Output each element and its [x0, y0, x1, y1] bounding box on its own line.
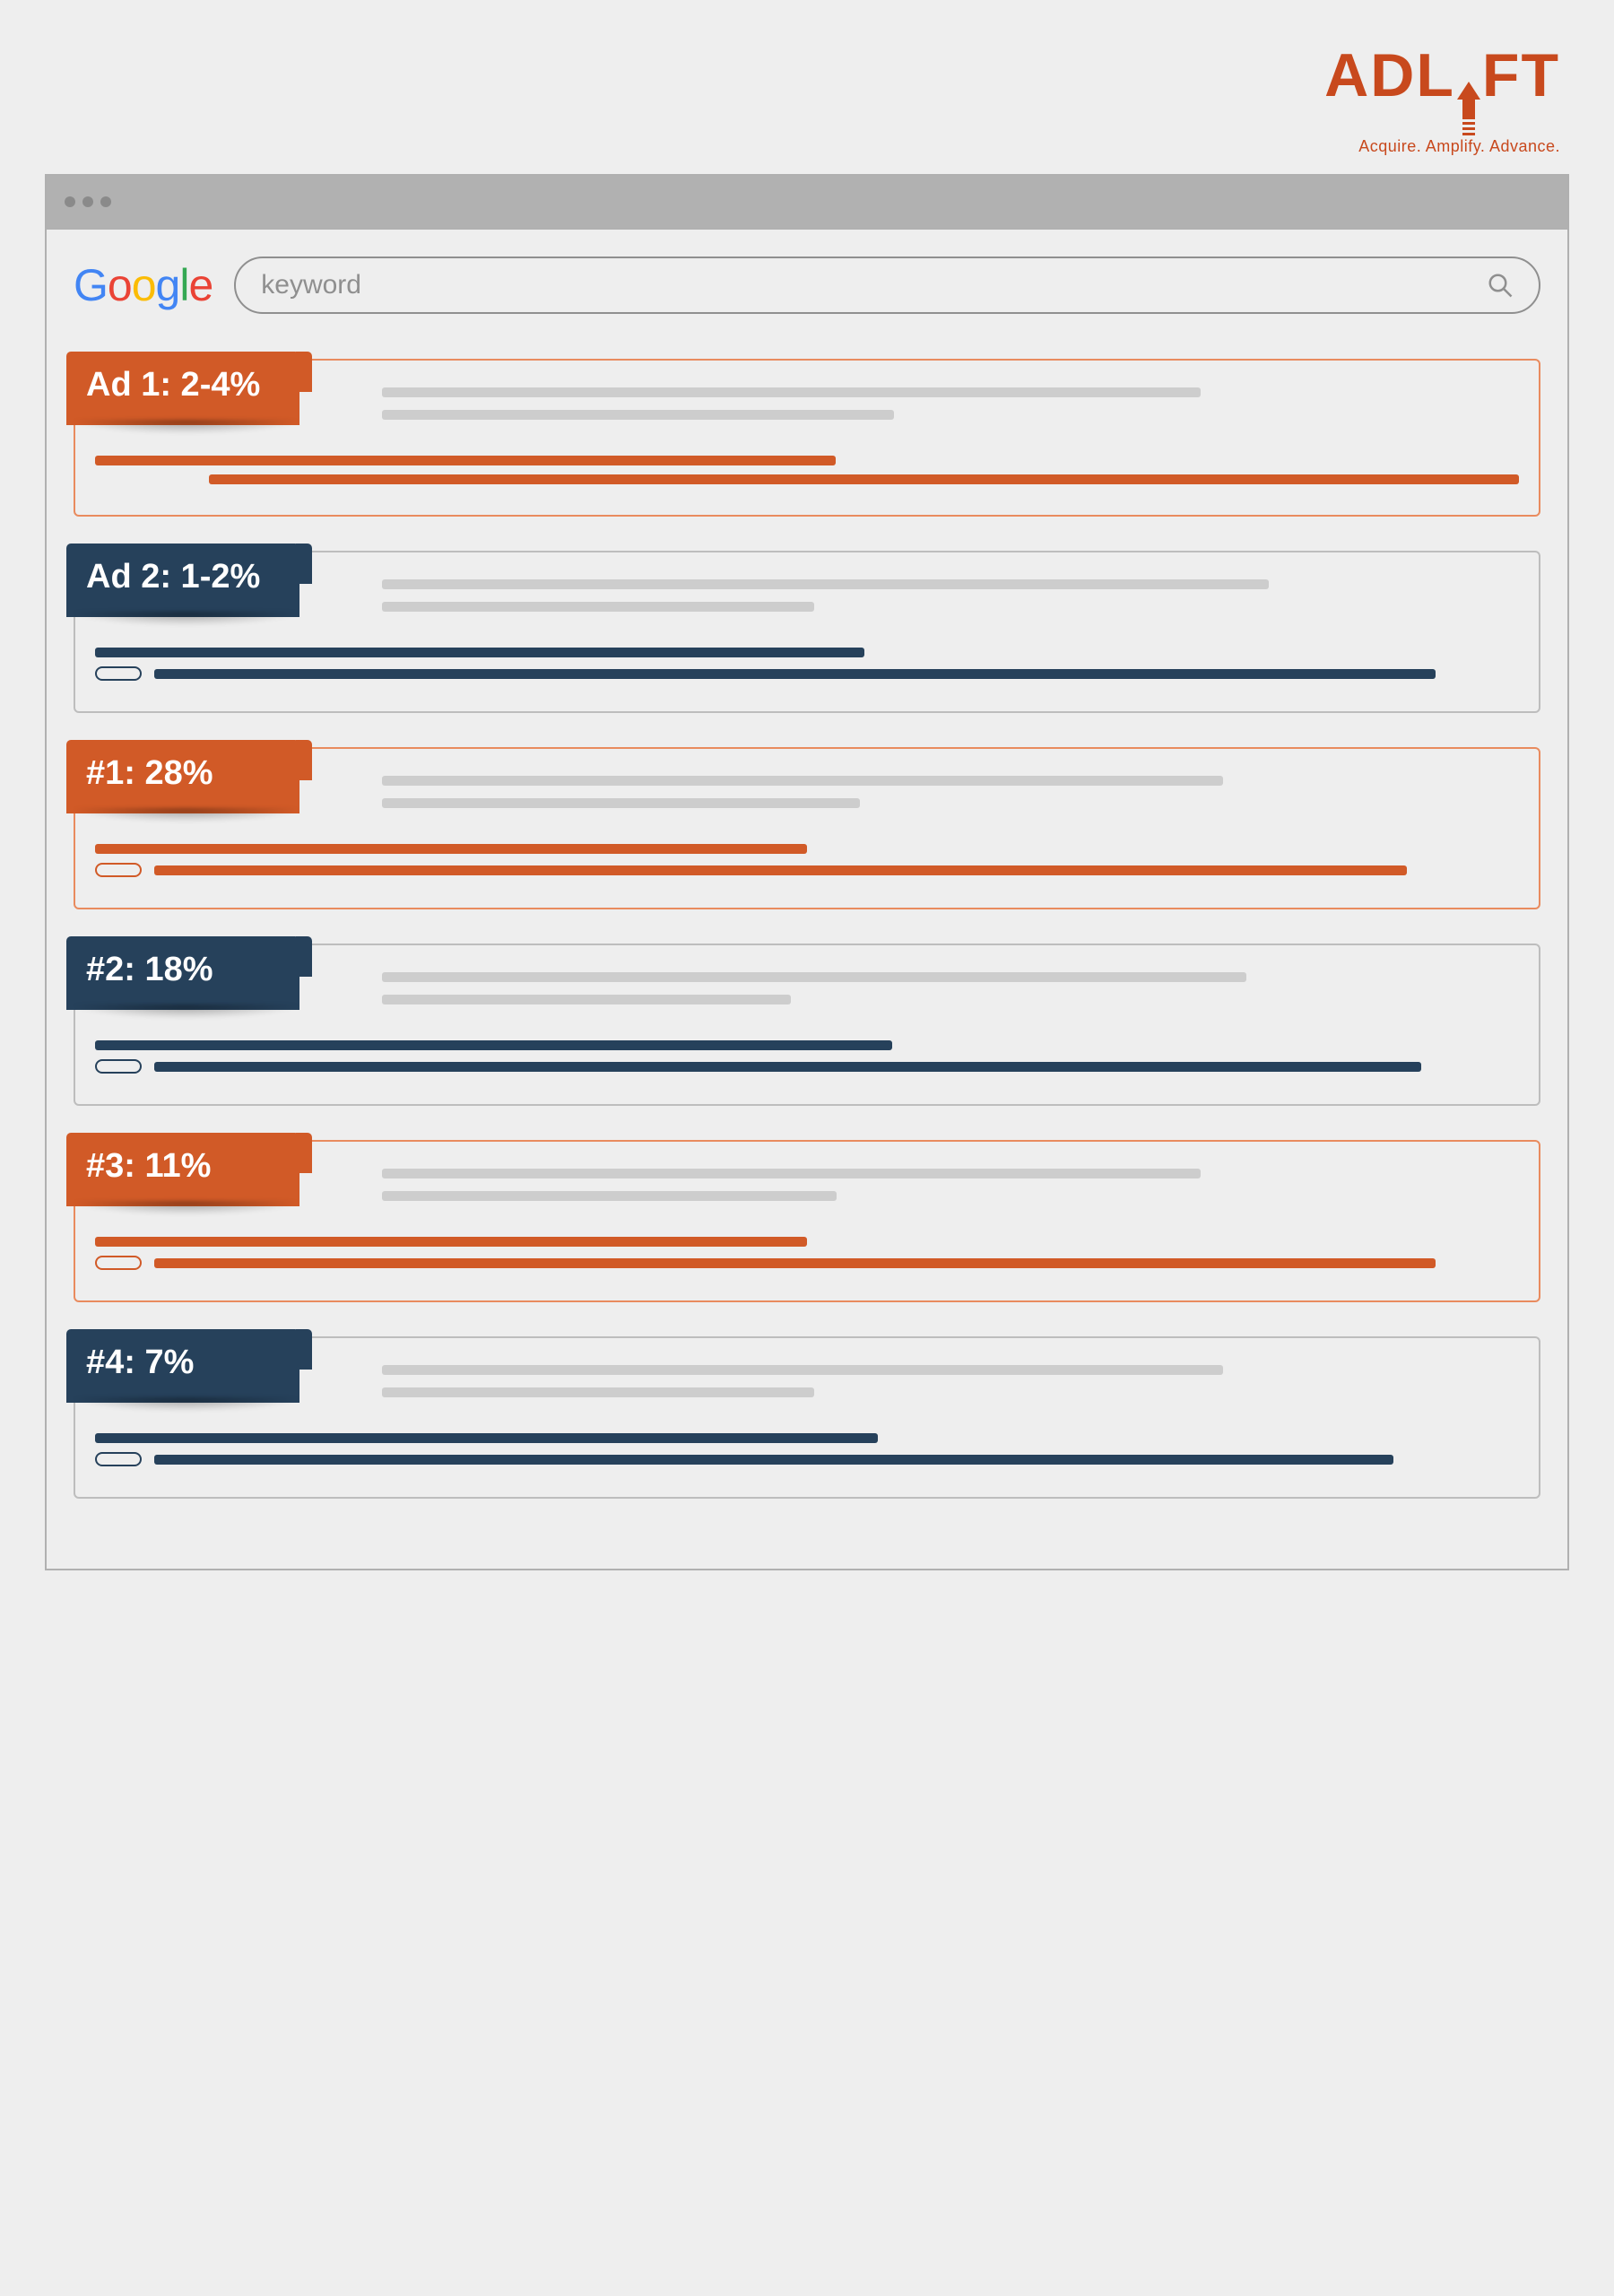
ctr-tag: #3: 11%: [66, 1133, 299, 1206]
ctr-tag: Ad 1: 2-4%: [66, 352, 299, 425]
text-stub: [382, 798, 860, 808]
result-bar: [154, 669, 1436, 679]
result-bars: [95, 1433, 1519, 1466]
tag-flap-icon: [296, 1329, 312, 1370]
google-letter: o: [132, 263, 156, 308]
serp-result: #1: 28%: [74, 747, 1540, 909]
google-letter: o: [108, 263, 132, 308]
serp-result: #2: 18%: [74, 944, 1540, 1106]
serp-result: #4: 7%: [74, 1336, 1540, 1499]
result-bar: [154, 1455, 1393, 1465]
results-list: Ad 1: 2-4% Ad 2: 1-2% #1: 28% #2: 18% #3: 11…: [74, 359, 1540, 1499]
brand-logo: ADL FT Acquire. Amplify. Advance.: [45, 45, 1569, 156]
result-snippet-stubs: [382, 1158, 1519, 1201]
result-bar: [95, 1040, 892, 1050]
result-bar: [95, 1237, 807, 1247]
browser-body: Google keyword Ad 1: 2-4% Ad 2: 1-2% #1: 2…: [47, 230, 1567, 1569]
bar-row: [95, 1059, 1519, 1074]
brand-tagline: Acquire. Amplify. Advance.: [1324, 137, 1560, 156]
brand-arrow-icon: [1457, 80, 1480, 135]
text-stub: [382, 602, 814, 612]
google-letter: G: [74, 263, 108, 308]
result-bars: [95, 648, 1519, 681]
browser-window: Google keyword Ad 1: 2-4% Ad 2: 1-2% #1: 2…: [45, 174, 1569, 1570]
ctr-tag: #1: 28%: [66, 740, 299, 813]
text-stub: [382, 776, 1223, 786]
tag-flap-icon: [296, 352, 312, 392]
serp-result: #3: 11%: [74, 1140, 1540, 1302]
text-stub: [382, 410, 894, 420]
arrow-stem-icon: [1462, 100, 1475, 119]
pill-icon: [95, 1059, 142, 1074]
bar-row: [95, 648, 1519, 657]
result-bar: [154, 1258, 1436, 1268]
text-stub: [382, 972, 1246, 982]
result-bars: [95, 844, 1519, 877]
search-icon: [1487, 272, 1514, 299]
result-snippet-stubs: [382, 1354, 1519, 1397]
bar-row: [95, 666, 1519, 681]
serp-result: Ad 1: 2-4%: [74, 359, 1540, 517]
google-letter: l: [179, 263, 188, 308]
pill-icon: [95, 1256, 142, 1270]
pill-icon: [95, 666, 142, 681]
ctr-tag: #2: 18%: [66, 936, 299, 1010]
result-bar: [95, 456, 836, 465]
bar-row: [95, 474, 1519, 484]
browser-titlebar: [47, 176, 1567, 230]
google-letter: g: [156, 263, 180, 308]
google-letter: e: [188, 263, 213, 308]
bar-row: [95, 1237, 1519, 1247]
tag-flap-icon: [296, 936, 312, 977]
google-logo: Google: [74, 263, 213, 308]
search-placeholder: keyword: [261, 270, 361, 300]
arrow-head-icon: [1457, 82, 1480, 100]
search-input[interactable]: keyword: [234, 257, 1540, 314]
tag-flap-icon: [296, 544, 312, 584]
bar-row: [95, 456, 1519, 465]
text-stub: [382, 579, 1269, 589]
result-bar: [95, 844, 807, 854]
text-stub: [382, 387, 1201, 397]
ctr-tag: Ad 2: 1-2%: [66, 544, 299, 617]
search-row: Google keyword: [74, 257, 1540, 314]
bar-row: [95, 1452, 1519, 1466]
result-snippet-stubs: [382, 961, 1519, 1004]
ctr-tag: #4: 7%: [66, 1329, 299, 1403]
window-dot-icon: [65, 196, 75, 207]
result-bar: [95, 648, 864, 657]
text-stub: [382, 1191, 837, 1201]
brand-right: FT: [1482, 45, 1560, 106]
text-stub: [382, 995, 791, 1004]
text-stub: [382, 1169, 1201, 1178]
result-bar: [209, 474, 1519, 484]
window-dot-icon: [100, 196, 111, 207]
bar-row: [95, 863, 1519, 877]
bar-row: [95, 1040, 1519, 1050]
result-bars: [95, 1040, 1519, 1074]
pill-icon: [95, 863, 142, 877]
result-bar: [154, 865, 1407, 875]
result-bars: [95, 456, 1519, 484]
bar-row: [95, 1433, 1519, 1443]
arrow-base-icon: [1462, 122, 1475, 135]
brand-left: ADL: [1324, 45, 1455, 106]
result-bar: [154, 1062, 1421, 1072]
pill-icon: [95, 1452, 142, 1466]
tag-flap-icon: [296, 1133, 312, 1173]
tag-flap-icon: [296, 740, 312, 780]
result-snippet-stubs: [382, 569, 1519, 612]
text-stub: [382, 1387, 814, 1397]
window-dot-icon: [82, 196, 93, 207]
result-bars: [95, 1237, 1519, 1270]
result-snippet-stubs: [382, 765, 1519, 808]
brand-wordmark: ADL FT: [1324, 45, 1560, 132]
text-stub: [382, 1365, 1223, 1375]
bar-row: [95, 1256, 1519, 1270]
result-bar: [95, 1433, 878, 1443]
result-snippet-stubs: [382, 377, 1519, 420]
serp-result: Ad 2: 1-2%: [74, 551, 1540, 713]
bar-row: [95, 844, 1519, 854]
